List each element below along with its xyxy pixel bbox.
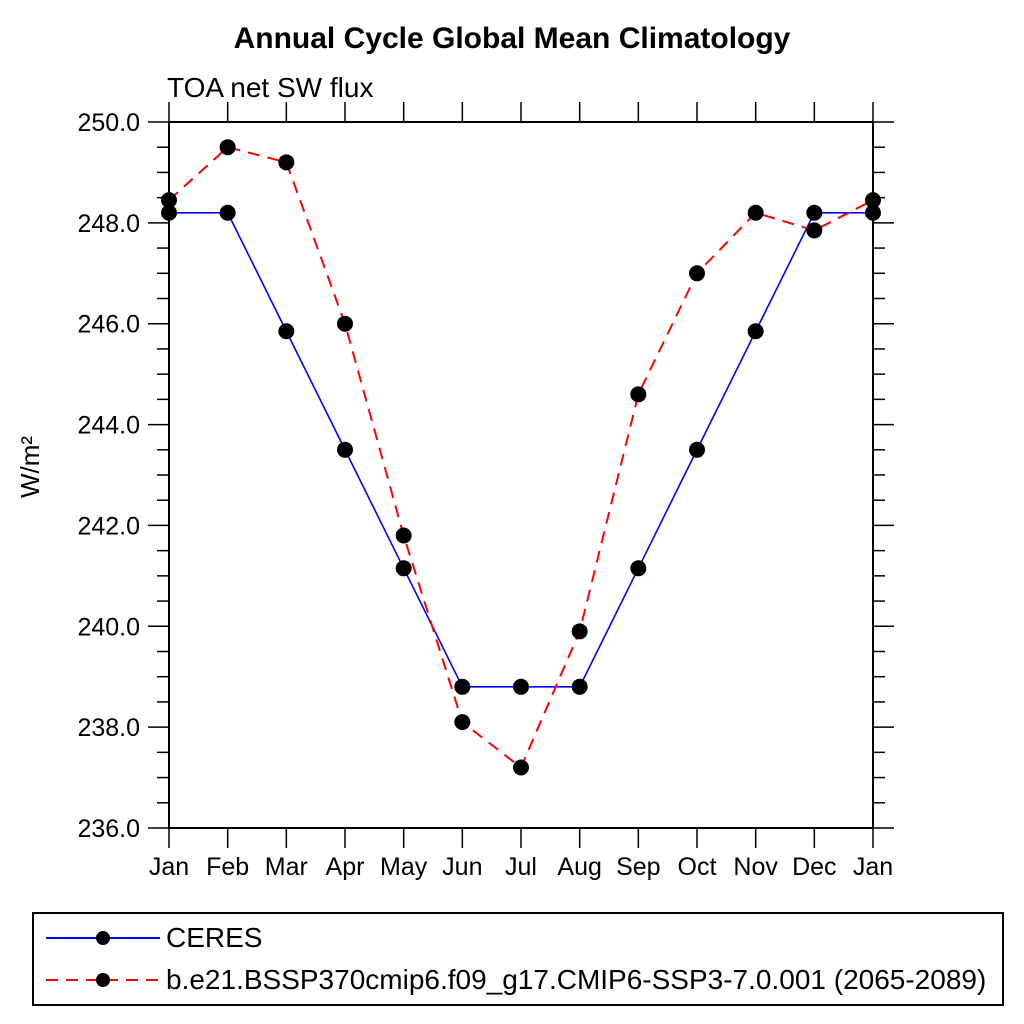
data-point-marker — [219, 139, 236, 156]
x-tick-label: Sep — [616, 853, 660, 881]
y-tick-label: 244.0 — [77, 412, 140, 440]
x-tick-label: Aug — [557, 853, 601, 881]
series-markers-0 — [161, 204, 881, 695]
x-tick-label: Oct — [678, 853, 717, 881]
x-tick-labels: Jan Feb Mar Apr May Jun Jul Aug Sep Oct Nov Dec Jan — [149, 853, 893, 881]
legend-label-model: b.e21.BSSP370cmip6.f09_g17.CMIP6-SSP3-7.… — [166, 964, 987, 995]
x-tick-label: Jul — [505, 853, 537, 881]
chart-title: Annual Cycle Global Mean Climatology — [233, 22, 791, 55]
data-point-marker — [454, 678, 471, 695]
data-point-marker — [865, 204, 881, 221]
x-tick-label: May — [380, 853, 428, 881]
data-point-marker — [806, 204, 823, 221]
axes-and-ticks — [148, 102, 894, 848]
series-line-0 — [169, 211, 873, 688]
data-point-marker — [337, 441, 353, 458]
legend-label-ceres: CERES — [166, 922, 263, 953]
data-point-marker — [513, 759, 529, 776]
legend: CERES b.e21.BSSP370cmip6.f09_g17.CMIP6-S… — [32, 912, 1004, 1006]
data-point-marker — [278, 323, 295, 340]
data-point-marker — [278, 154, 295, 171]
data-point-marker — [219, 204, 236, 221]
x-tick-label: Dec — [792, 853, 836, 881]
data-point-marker — [454, 714, 471, 731]
chart-subtitle: TOA net SW flux — [167, 72, 374, 103]
x-tick-label: Jan — [853, 853, 893, 881]
data-point-marker — [689, 441, 705, 458]
data-point-marker — [865, 192, 881, 209]
x-tick-label: Apr — [326, 853, 365, 881]
legend-item-model: b.e21.BSSP370cmip6.f09_g17.CMIP6-SSP3-7.… — [34, 963, 1002, 997]
y-tick-label: 250.0 — [77, 109, 140, 137]
series-line-1 — [168, 146, 874, 770]
x-tick-label: Nov — [733, 853, 778, 881]
legend-line-marker-sample-ceres — [46, 931, 160, 945]
data-point-marker — [161, 204, 177, 221]
plot-frame — [168, 121, 874, 829]
y-tick-label: 246.0 — [77, 311, 140, 339]
data-point-marker — [513, 678, 529, 695]
x-tick-label: Jun — [442, 853, 482, 881]
y-tick-labels: 236.0 238.0 240.0 242.0 244.0 246.0 248.0 250.0 — [77, 109, 140, 843]
data-point-marker — [161, 192, 177, 209]
y-tick-label: 238.0 — [77, 714, 140, 742]
data-point-marker — [395, 527, 412, 544]
x-tick-label: Mar — [265, 853, 308, 881]
series-markers-1 — [161, 139, 881, 776]
data-point-marker — [395, 560, 412, 577]
x-tick-label: Jan — [149, 853, 189, 881]
y-tick-label: 242.0 — [77, 512, 140, 540]
data-point-marker — [806, 222, 823, 239]
y-tick-label: 248.0 — [77, 210, 140, 238]
y-tick-label: 236.0 — [77, 815, 140, 843]
data-point-marker — [571, 678, 588, 695]
data-point-marker — [747, 323, 764, 340]
x-tick-label: Feb — [206, 853, 249, 881]
data-point-marker — [337, 315, 353, 332]
data-point-marker — [689, 265, 705, 282]
legend-item-ceres: CERES — [34, 921, 1002, 955]
data-point-marker — [630, 560, 647, 577]
y-tick-label: 240.0 — [77, 613, 140, 641]
data-point-marker — [571, 623, 588, 640]
data-point-marker — [747, 204, 764, 221]
legend-line-marker-sample-model — [46, 973, 160, 987]
data-point-marker — [630, 386, 647, 403]
